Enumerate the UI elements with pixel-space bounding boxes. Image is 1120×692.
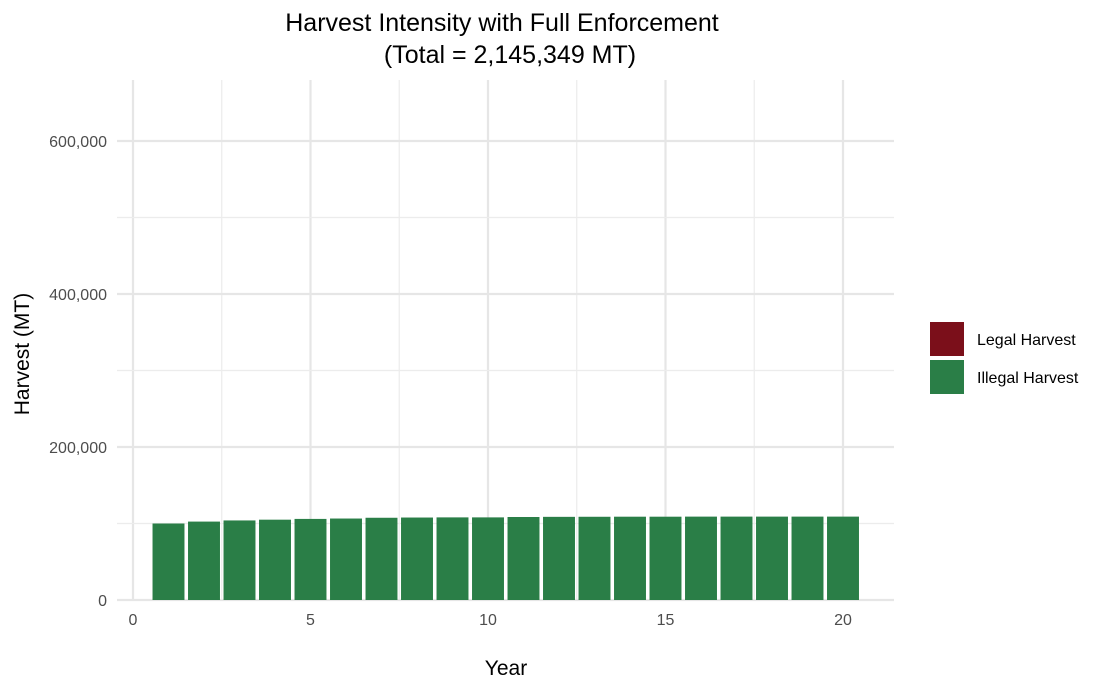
y-axis-title: Harvest (MT) — [11, 293, 34, 416]
bar-illegal-harvest — [436, 517, 469, 600]
y-tick-label: 200,000 — [49, 440, 107, 457]
bar-illegal-harvest — [223, 520, 256, 600]
x-tick-label: 0 — [129, 612, 138, 629]
legend: Legal Harvest Illegal Harvest — [930, 322, 1079, 394]
bar-layer — [152, 516, 859, 600]
y-tick-label: 600,000 — [49, 134, 107, 151]
y-tick-label: 0 — [98, 593, 107, 610]
bar-illegal-harvest — [649, 516, 682, 600]
x-axis-title: Year — [485, 657, 527, 680]
x-tick-label: 10 — [479, 612, 497, 629]
bar-illegal-harvest — [827, 516, 859, 600]
chart-subtitle: (Total = 2,145,349 MT) — [384, 41, 636, 69]
legend-label: Illegal Harvest — [977, 370, 1079, 387]
bar-illegal-harvest — [294, 518, 327, 600]
bar-illegal-harvest — [507, 516, 540, 600]
bar-illegal-harvest — [152, 523, 185, 600]
bar-illegal-harvest — [685, 516, 717, 600]
legend-swatch — [930, 322, 964, 356]
tick-label-layer: 0 5 10 15 20 0 200,000 400,000 600,000 — [49, 134, 852, 629]
bar-illegal-harvest — [791, 516, 824, 600]
bar-illegal-harvest — [756, 516, 788, 600]
x-tick-label: 15 — [657, 612, 675, 629]
bar-illegal-harvest — [543, 516, 575, 600]
bar-illegal-harvest — [720, 516, 753, 600]
chart-title: Harvest Intensity with Full Enforcement — [285, 9, 719, 37]
bar-illegal-harvest — [401, 517, 433, 600]
y-tick-label: 400,000 — [49, 287, 107, 304]
legend-label: Legal Harvest — [977, 332, 1076, 349]
legend-swatch — [930, 360, 964, 394]
bar-illegal-harvest — [472, 517, 504, 600]
bar-illegal-harvest — [578, 516, 611, 600]
x-tick-label: 5 — [306, 612, 315, 629]
bar-illegal-harvest — [330, 518, 362, 600]
bar-illegal-harvest — [614, 516, 646, 600]
bar-illegal-harvest — [365, 517, 398, 600]
bar-illegal-harvest — [259, 519, 291, 600]
bar-illegal-harvest — [188, 521, 220, 600]
x-tick-label: 20 — [834, 612, 852, 629]
